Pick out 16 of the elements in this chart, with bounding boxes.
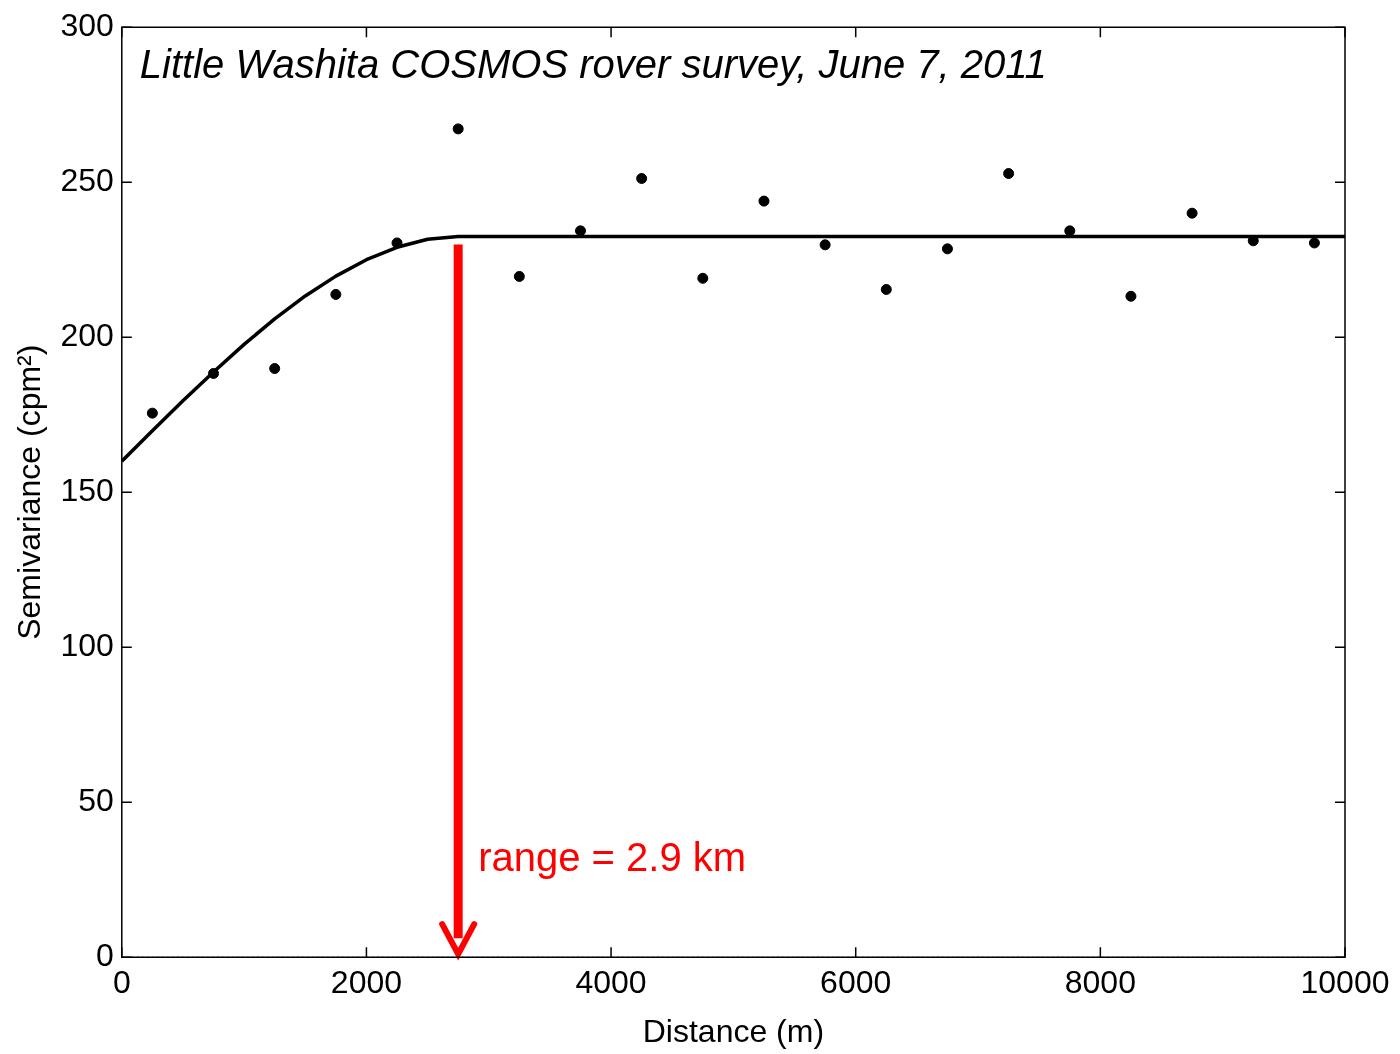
y-tick-label: 0 [95, 937, 114, 974]
y-tick-label: 50 [78, 782, 114, 819]
y-tick-label: 200 [60, 317, 114, 354]
y-tick-label: 100 [60, 627, 114, 664]
y-tick-label: 150 [60, 472, 114, 509]
y-axis-title: Semivariance (cpm²) [11, 344, 48, 640]
x-tick-label: 4000 [575, 964, 647, 1001]
chart-title: Little Washita COSMOS rover survey, June 7, 2011 [139, 42, 1047, 87]
x-tick-label: 10000 [1300, 964, 1390, 1001]
x-axis-title: Distance (m) [642, 1012, 825, 1049]
x-tick-label: 2000 [330, 964, 403, 1001]
y-tick-label: 250 [60, 162, 114, 199]
y-tick-label: 300 [60, 7, 114, 44]
x-tick-label: 6000 [820, 964, 892, 1001]
annotation: range = 2.9 km [478, 834, 747, 879]
x-tick-label: 8000 [1064, 964, 1136, 1001]
